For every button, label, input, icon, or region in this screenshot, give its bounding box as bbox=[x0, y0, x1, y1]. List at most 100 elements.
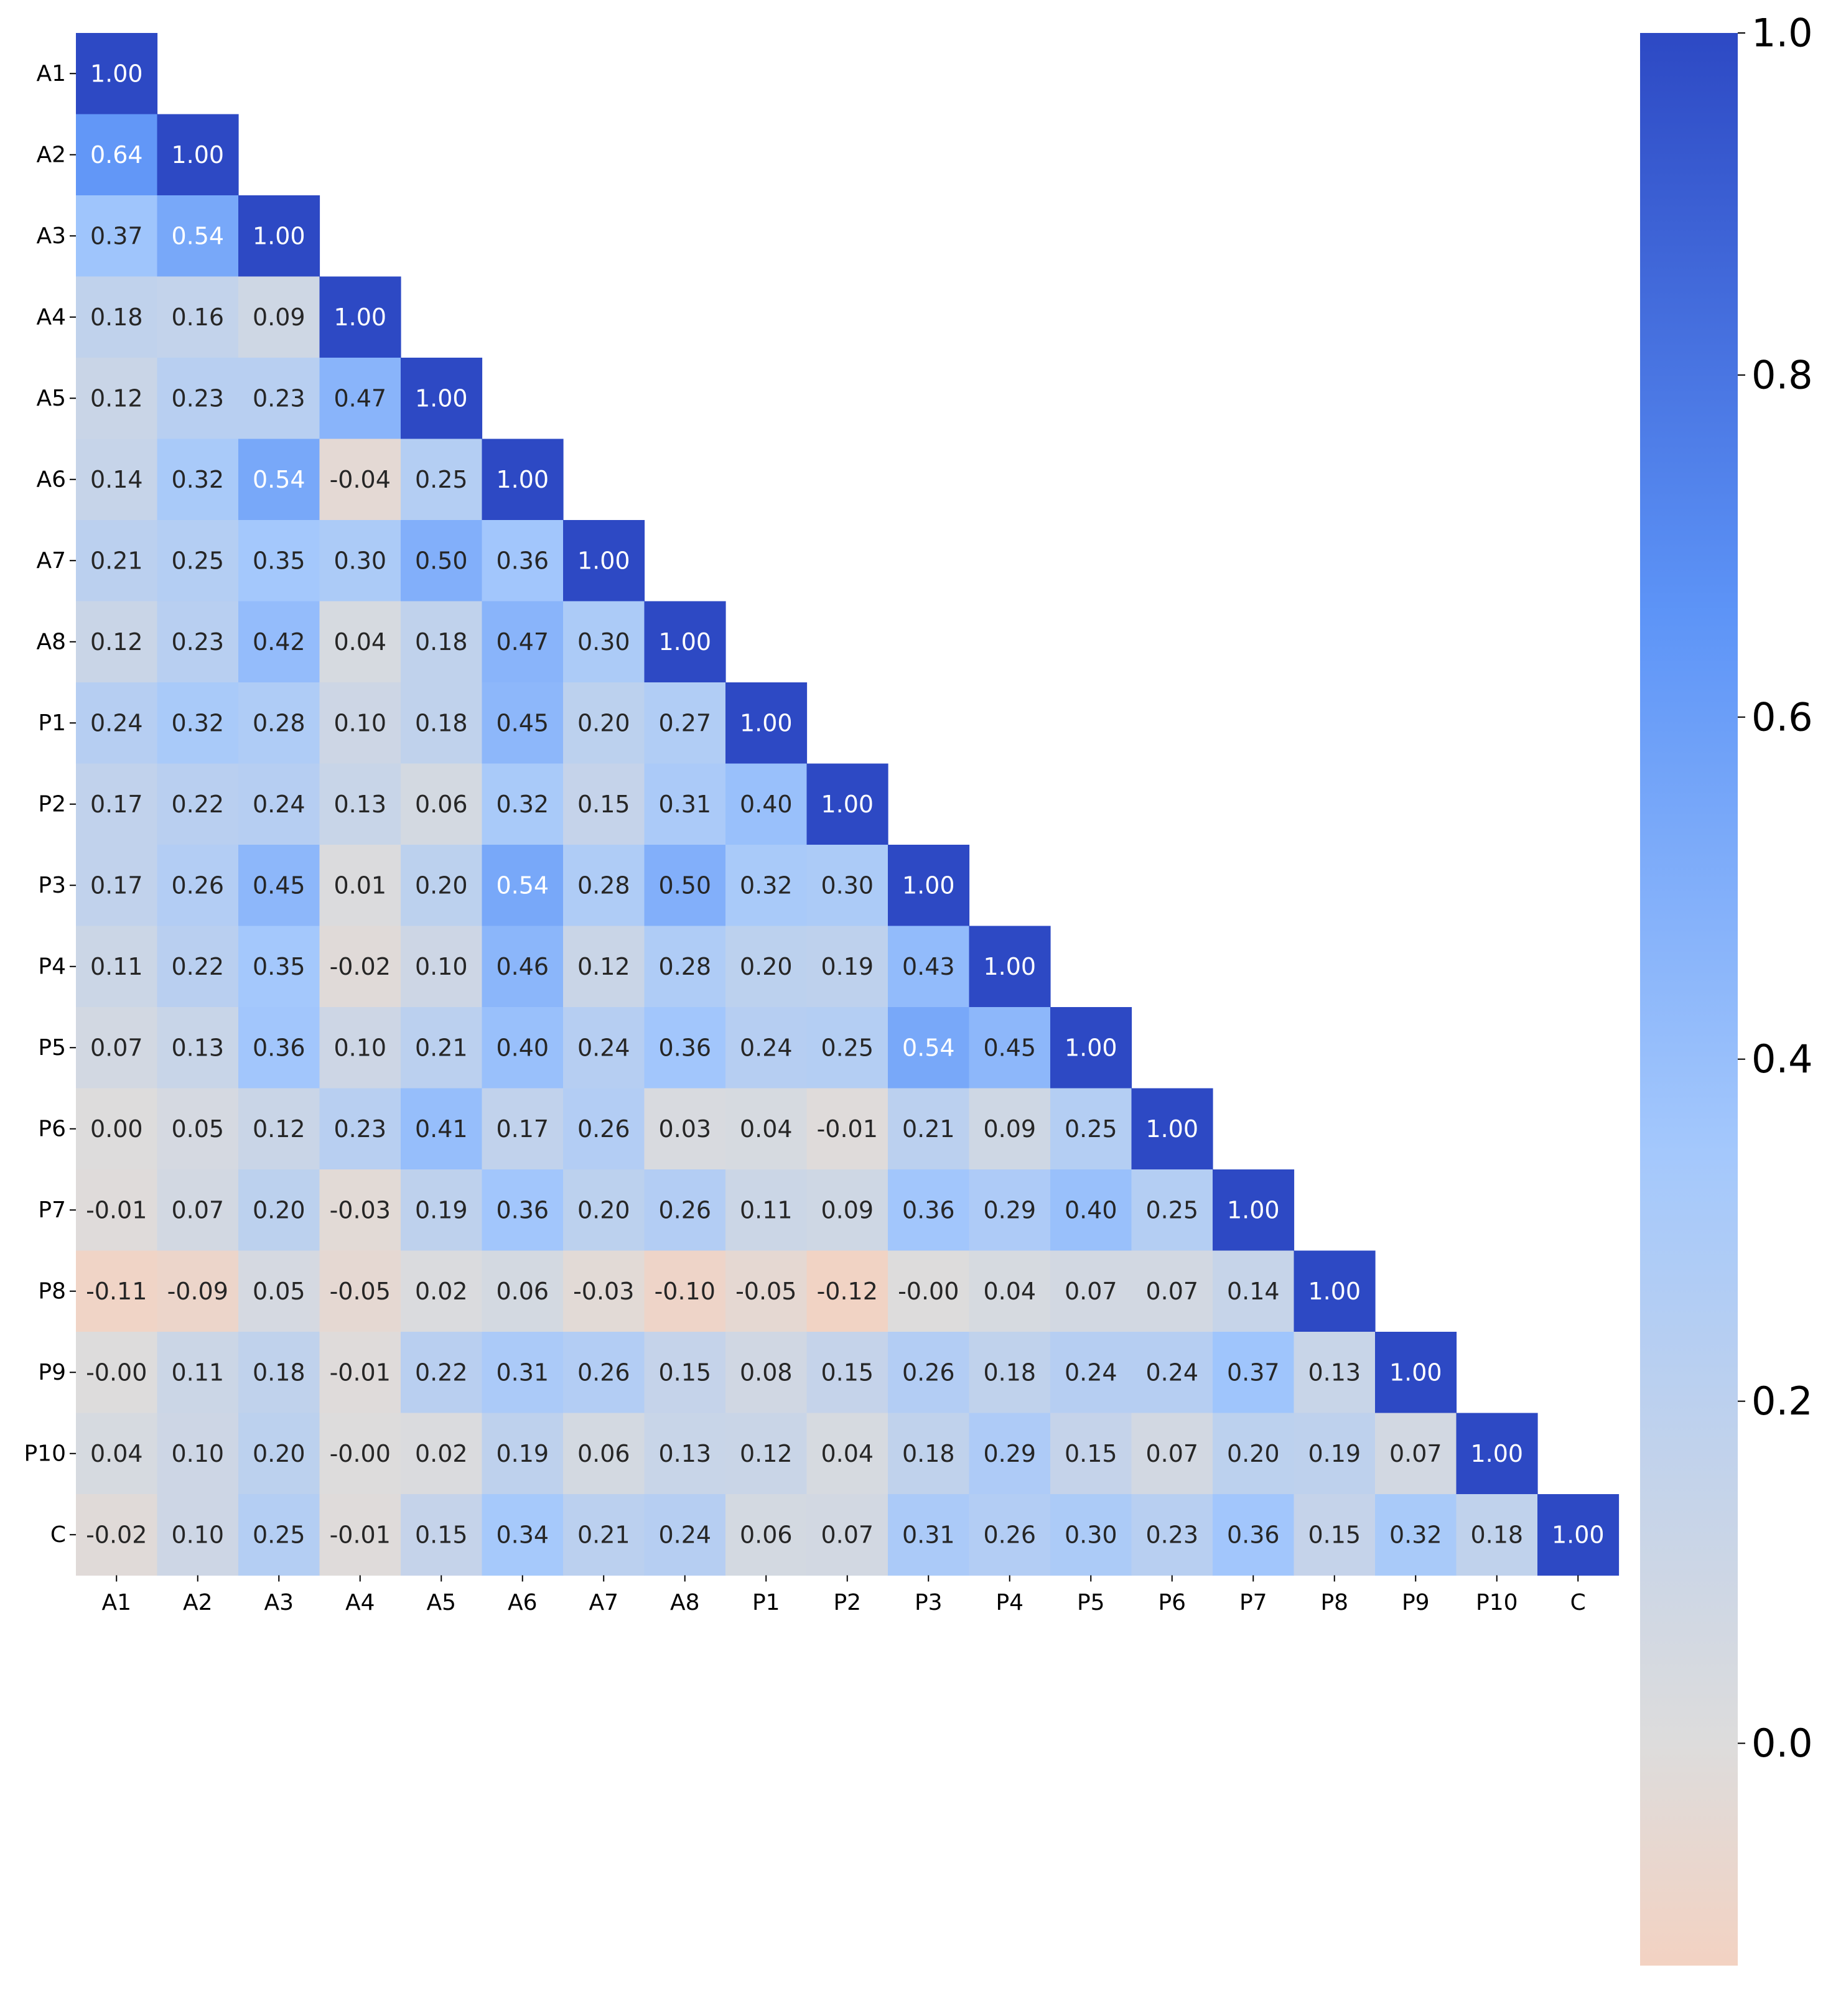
cell-value-A7-A4: 0.30 bbox=[333, 547, 386, 574]
cell-value-P6-P1: 0.04 bbox=[740, 1115, 793, 1143]
cell-value-C-P2: 0.07 bbox=[821, 1521, 874, 1548]
cell-value-P8-A3: 0.05 bbox=[253, 1278, 305, 1305]
cell-value-P4-P2: 0.19 bbox=[821, 953, 874, 980]
heatmap-cell-P6-A8 bbox=[644, 1088, 726, 1170]
cell-value-A5-A3: 0.23 bbox=[253, 384, 305, 412]
y-tick-label-A8: A8 bbox=[36, 629, 66, 654]
cell-value-P7-P7: 1.00 bbox=[1227, 1196, 1280, 1224]
heatmap-cell-P3-A1 bbox=[76, 845, 158, 927]
heatmap-cell-P5-A1 bbox=[76, 1007, 158, 1089]
colorbar-tick-label-0.4: 0.4 bbox=[1751, 1036, 1813, 1082]
heatmap-cell-P9-P5 bbox=[1050, 1332, 1132, 1414]
heatmap-cell-P6-P2 bbox=[806, 1088, 888, 1170]
cell-value-P5-A5: 0.21 bbox=[415, 1034, 468, 1061]
cell-value-A4-A4: 1.00 bbox=[333, 304, 386, 331]
colorbar-tick-label-0.8: 0.8 bbox=[1751, 352, 1813, 397]
cell-value-P7-A3: 0.20 bbox=[253, 1196, 305, 1224]
y-tick-label-P5: P5 bbox=[38, 1035, 66, 1061]
y-axis-tick-labels: A1 A2 A3 A4 A5 A6 A7 A8 P1 P2 P3 P4 P5 P6 P7 P8 P9 P10 C bbox=[24, 61, 76, 1548]
cell-value-P7-P2: 0.09 bbox=[821, 1196, 874, 1224]
heatmap-cell-P3-A4 bbox=[319, 845, 401, 927]
colorbar: 0.0 0.2 0.4 0.6 0.8 1.0 bbox=[1640, 11, 1813, 1966]
heatmap-cell-P7-P4 bbox=[969, 1169, 1051, 1252]
heatmap-cell-P10-P2 bbox=[806, 1413, 888, 1495]
heatmap-cell-P5-A7 bbox=[563, 1007, 645, 1089]
cell-value-P9-P4: 0.18 bbox=[983, 1359, 1036, 1386]
heatmap-cell-P2-P1 bbox=[725, 763, 808, 845]
cell-value-P9-P2: 0.15 bbox=[821, 1359, 874, 1386]
heatmap-cell-P3-P2 bbox=[806, 845, 888, 927]
cell-value-P5-A6: 0.40 bbox=[496, 1034, 549, 1061]
heatmap-cell-P9-A2 bbox=[157, 1332, 239, 1414]
heatmap-cell-C-P3 bbox=[888, 1494, 970, 1576]
cell-value-C-A6: 0.34 bbox=[496, 1521, 549, 1548]
cell-value-P10-P8: 0.19 bbox=[1308, 1440, 1361, 1467]
heatmap-cell-P6-A4 bbox=[319, 1088, 401, 1170]
heatmap-cell-A6-A5 bbox=[401, 439, 483, 521]
heatmap-cell-P9-P6 bbox=[1131, 1332, 1213, 1414]
heatmap-cell-P10-A5 bbox=[401, 1413, 483, 1495]
heatmap-cell-A3-A1 bbox=[76, 195, 158, 277]
cell-value-P6-A3: 0.12 bbox=[253, 1115, 305, 1143]
heatmap-cell-P7-A4 bbox=[319, 1169, 401, 1252]
cell-value-P6-P5: 0.25 bbox=[1065, 1115, 1117, 1143]
cell-value-A4-A3: 0.09 bbox=[253, 304, 305, 331]
cell-value-P4-A4: -0.02 bbox=[330, 953, 391, 980]
cell-value-P4-A3: 0.35 bbox=[253, 953, 305, 980]
heatmap-cell-P8-A7 bbox=[563, 1250, 645, 1332]
heatmap-cell-A8-A5 bbox=[401, 601, 483, 683]
cell-value-P2-A2: 0.22 bbox=[171, 791, 224, 818]
cell-value-P10-P2: 0.04 bbox=[821, 1440, 874, 1467]
heatmap-cell-P7-A5 bbox=[401, 1169, 483, 1252]
x-tick-label-A6: A6 bbox=[508, 1590, 538, 1615]
cell-value-P7-P6: 0.25 bbox=[1145, 1196, 1198, 1224]
heatmap-cell-C-C bbox=[1537, 1494, 1620, 1576]
heatmap-cell-C-A2 bbox=[157, 1494, 239, 1576]
heatmap-cell-C-A8 bbox=[644, 1494, 726, 1576]
cell-value-P3-P3: 1.00 bbox=[902, 871, 955, 899]
heatmap-cell-P1-A6 bbox=[482, 682, 564, 764]
heatmap-cell-P3-A5 bbox=[401, 845, 483, 927]
cell-value-C-P4: 0.26 bbox=[983, 1521, 1036, 1548]
heatmap-cell-P7-P5 bbox=[1050, 1169, 1132, 1252]
heatmap-cell-P6-P1 bbox=[725, 1088, 808, 1170]
cell-value-A6-A3: 0.54 bbox=[253, 466, 305, 493]
heatmap-cell-P8-P4 bbox=[969, 1250, 1051, 1332]
y-tick-label-A6: A6 bbox=[36, 467, 66, 492]
heatmap-cell-P6-A3 bbox=[238, 1088, 320, 1170]
heatmap-cell-P7-P7 bbox=[1213, 1169, 1295, 1252]
heatmap-cell-A4-A1 bbox=[76, 276, 158, 358]
cell-value-C-P10: 0.18 bbox=[1470, 1521, 1523, 1548]
cell-value-P8-P2: -0.12 bbox=[817, 1278, 878, 1305]
y-tick-label-P10: P10 bbox=[24, 1441, 66, 1466]
cell-value-P1-A7: 0.20 bbox=[577, 709, 630, 736]
cell-value-P9-A2: 0.11 bbox=[171, 1359, 224, 1386]
cell-value-P8-A8: -0.10 bbox=[655, 1278, 716, 1305]
y-tick-label-P6: P6 bbox=[38, 1116, 66, 1141]
cell-value-P1-P1: 1.00 bbox=[740, 709, 793, 736]
cell-value-P9-P1: 0.08 bbox=[740, 1359, 793, 1386]
colorbar-tick-label-0.2: 0.2 bbox=[1751, 1378, 1813, 1424]
cell-value-A5-A4: 0.47 bbox=[333, 384, 386, 412]
heatmap-cell-P10-P10 bbox=[1456, 1413, 1538, 1495]
cell-value-P7-A5: 0.19 bbox=[415, 1196, 468, 1224]
x-tick-label-A8: A8 bbox=[670, 1590, 700, 1615]
heatmap-cell-P5-A3 bbox=[238, 1007, 320, 1089]
cell-value-P1-A8: 0.27 bbox=[658, 709, 711, 736]
heatmap-cell-A8-A7 bbox=[563, 601, 645, 683]
cell-value-P7-A7: 0.20 bbox=[577, 1196, 630, 1224]
cell-value-P10-P6: 0.07 bbox=[1145, 1440, 1198, 1467]
cell-value-P7-P1: 0.11 bbox=[740, 1196, 793, 1224]
cell-value-A7-A6: 0.36 bbox=[496, 547, 549, 574]
cell-value-A5-A1: 0.12 bbox=[90, 384, 143, 412]
heatmap-cell-P4-A5 bbox=[401, 926, 483, 1008]
y-tick-label-A1: A1 bbox=[36, 61, 66, 86]
y-tick-label-P2: P2 bbox=[38, 791, 66, 817]
cell-value-P8-P3: -0.00 bbox=[898, 1278, 959, 1305]
y-tick-label-A3: A3 bbox=[36, 223, 66, 249]
heatmap-cell-P4-A4 bbox=[319, 926, 401, 1008]
x-tick-label-P7: P7 bbox=[1239, 1590, 1267, 1615]
cell-value-P3-A2: 0.26 bbox=[171, 871, 224, 899]
cell-value-A4-A1: 0.18 bbox=[90, 304, 143, 331]
